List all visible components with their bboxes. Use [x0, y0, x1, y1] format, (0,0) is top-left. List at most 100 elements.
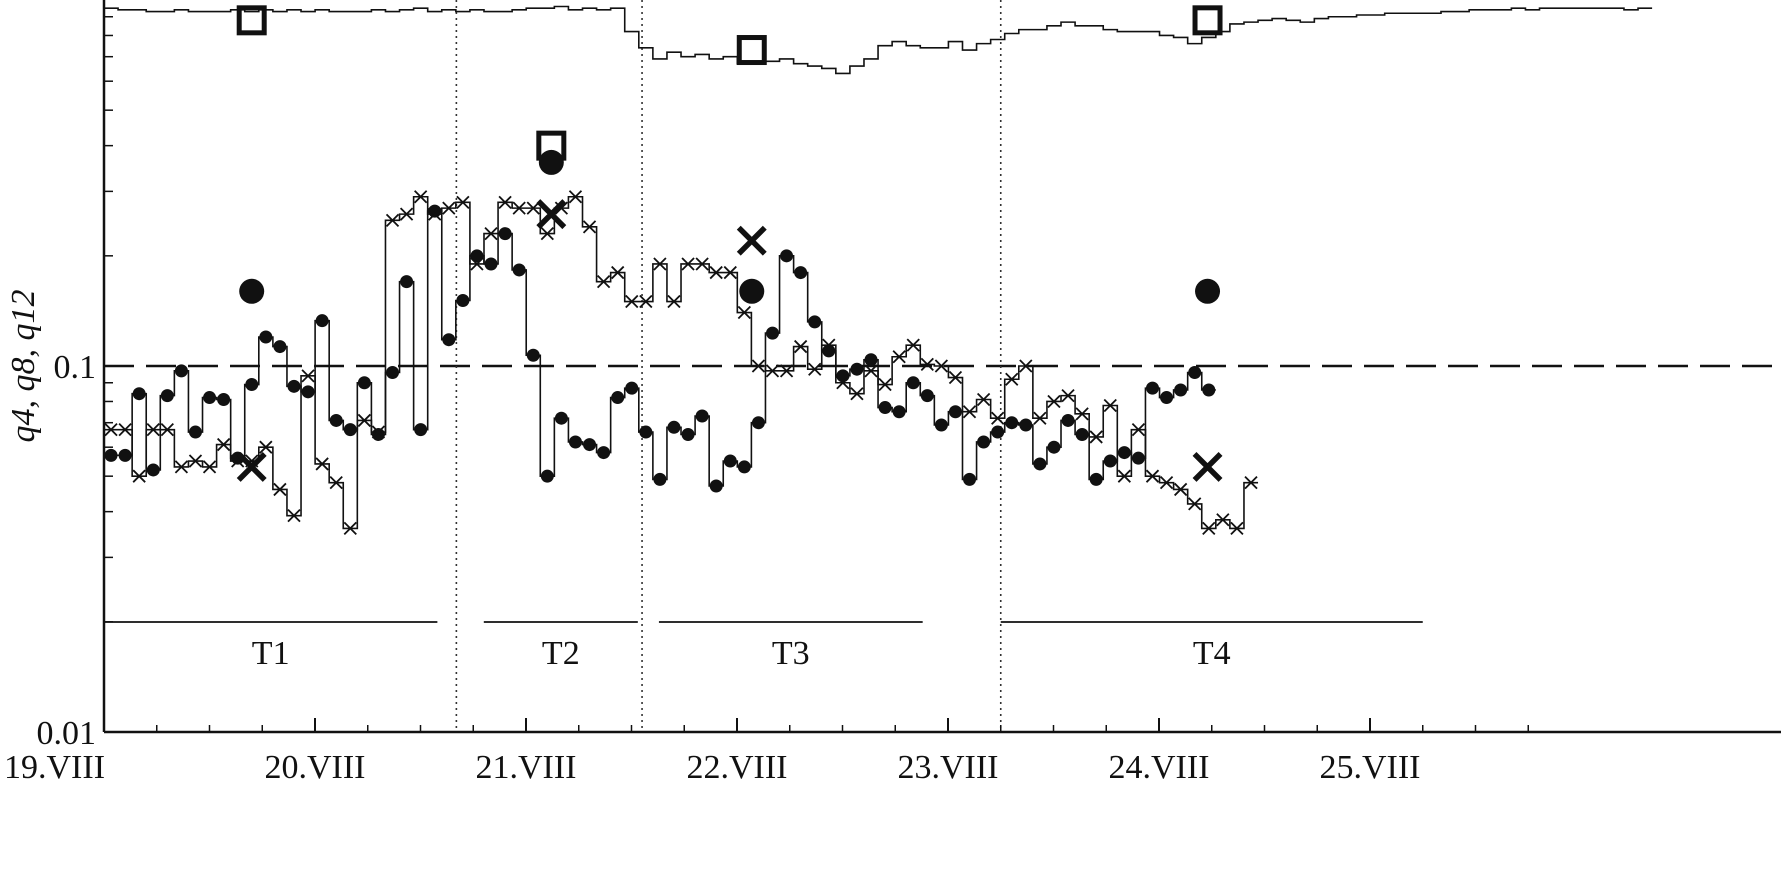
data-point [1089, 472, 1103, 486]
average-point [1192, 5, 1223, 36]
data-point [948, 405, 962, 419]
axis-ticks: 19.VIII 20.VIII 21.VIII 22.VIII 23.VIII 24.VI… [4, 15, 1529, 786]
data-point [1131, 451, 1145, 465]
data-point [399, 207, 414, 221]
interval-label: T3 [772, 635, 810, 672]
x-tick-label: 20.VIII [264, 749, 365, 786]
data-point [146, 423, 160, 437]
data-point [892, 405, 906, 419]
data-point [625, 294, 639, 309]
data-point [188, 454, 203, 468]
data-point [962, 405, 977, 419]
data-point [1005, 416, 1019, 430]
data-point [1216, 513, 1230, 527]
data-point [780, 249, 794, 263]
data-point [850, 387, 864, 401]
data-point [202, 460, 217, 474]
data-point [484, 226, 498, 241]
x-tick-label: 25.VIII [1319, 749, 1420, 786]
data-point [808, 315, 822, 329]
data-point [906, 376, 920, 390]
data-point [977, 435, 991, 449]
data-point [751, 416, 765, 430]
series-none [104, 5, 1653, 75]
data-point [864, 353, 878, 367]
data-point [794, 266, 808, 280]
data-point [765, 364, 780, 378]
data-point [104, 448, 118, 462]
data-point [160, 423, 174, 437]
reference-lines [104, 0, 1781, 732]
data-point [1047, 394, 1061, 409]
data-point [357, 376, 371, 390]
data-point [920, 357, 934, 372]
data-point [540, 226, 554, 241]
data-point [934, 359, 949, 373]
data-point [1047, 440, 1061, 454]
average-point [538, 149, 564, 175]
data-point [132, 469, 146, 483]
data-point [582, 220, 597, 234]
data-point [216, 437, 231, 452]
data-point [498, 195, 512, 209]
data-point [836, 376, 850, 390]
data-point [625, 381, 639, 395]
data-point [653, 257, 667, 271]
data-point [934, 418, 948, 432]
data-point [568, 435, 582, 449]
data-point [737, 460, 751, 474]
series-line [104, 5, 1653, 75]
data-point [991, 425, 1005, 439]
data-point [667, 420, 681, 434]
data-point [343, 423, 357, 437]
data-point [470, 249, 484, 263]
x-tick-label: 21.VIII [475, 749, 576, 786]
data-point [174, 460, 189, 474]
data-point [1145, 381, 1159, 395]
data-point [146, 463, 160, 477]
data-point [568, 190, 583, 204]
data-point [681, 257, 695, 271]
data-point [554, 411, 568, 425]
data-point [596, 275, 611, 289]
data-point [1019, 418, 1033, 432]
data-point [1075, 407, 1089, 421]
data-point [878, 377, 892, 392]
data-point [259, 440, 273, 454]
data-point [442, 333, 456, 347]
data-point [287, 379, 301, 393]
data-point [343, 521, 357, 536]
data-point [385, 213, 400, 227]
data-point [737, 305, 751, 320]
data-point [414, 423, 428, 437]
interval-bars: T1 T2 T3 T4 [104, 621, 1423, 672]
data-point [160, 389, 174, 403]
data-point [386, 365, 400, 379]
data-point [1033, 457, 1047, 471]
interval-label: T1 [252, 635, 290, 672]
series-dot [104, 204, 1216, 493]
data-point [456, 293, 470, 307]
data-point [1117, 469, 1131, 483]
data-point [1230, 521, 1244, 536]
data-point [695, 409, 709, 423]
data-point [1159, 476, 1174, 490]
data-point [174, 364, 188, 378]
data-point [1089, 430, 1103, 444]
data-point [1061, 388, 1075, 403]
data-point [554, 201, 569, 215]
data-point [723, 265, 737, 280]
data-point [329, 476, 343, 490]
data-point [470, 257, 484, 271]
data-point [611, 391, 625, 405]
data-point [540, 469, 554, 483]
data-point [794, 339, 808, 354]
data-point [836, 369, 850, 383]
interval-label: T2 [542, 635, 580, 672]
data-point [273, 340, 287, 354]
data-point [808, 362, 822, 376]
data-point [1188, 497, 1202, 511]
average-point [736, 35, 767, 66]
data-point [1019, 359, 1033, 373]
